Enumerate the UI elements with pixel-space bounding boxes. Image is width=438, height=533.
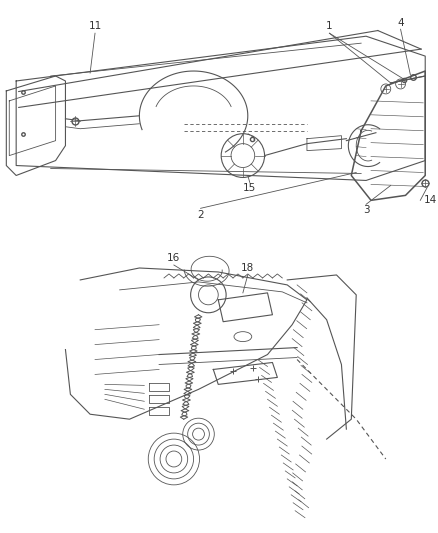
- Text: 16: 16: [167, 253, 180, 263]
- Text: 15: 15: [243, 183, 256, 193]
- Text: 14: 14: [423, 196, 436, 205]
- Text: 4: 4: [396, 18, 403, 28]
- Text: 2: 2: [197, 210, 203, 220]
- Text: 18: 18: [240, 263, 254, 273]
- Text: 3: 3: [362, 205, 368, 215]
- Text: 11: 11: [88, 21, 102, 31]
- Text: 1: 1: [325, 21, 332, 31]
